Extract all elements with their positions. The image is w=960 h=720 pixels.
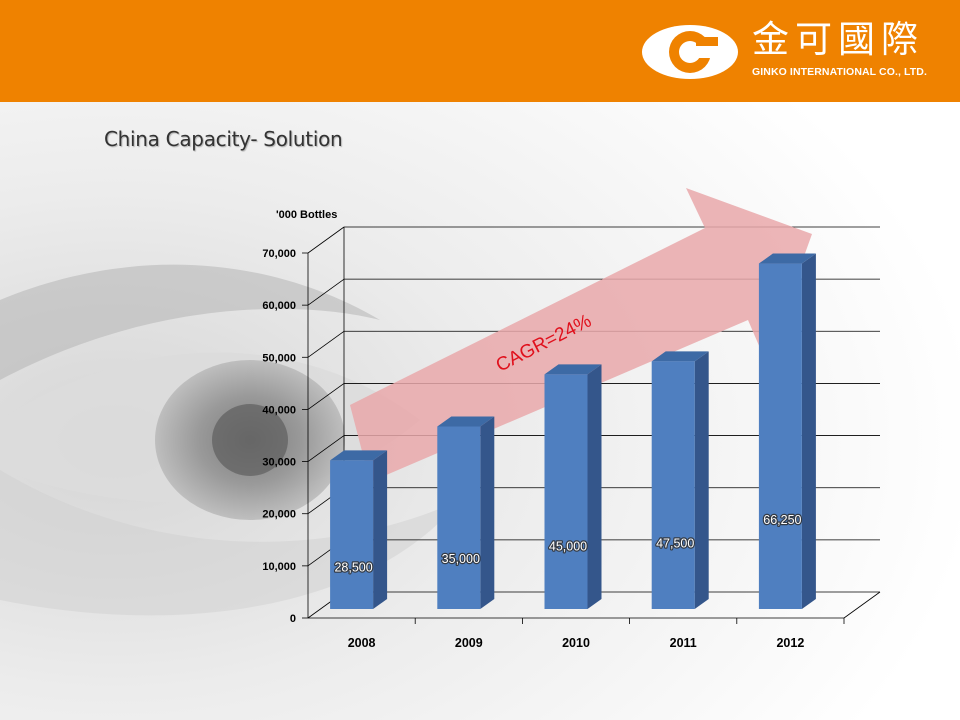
header-bar	[0, 0, 960, 102]
gridline-diagonal	[307, 278, 345, 306]
page-title: China Capacity- Solution	[104, 127, 343, 151]
y-tick-label: 50,000	[262, 352, 296, 364]
x-tick-label: 2009	[455, 636, 483, 650]
x-tick-label: 2008	[348, 636, 376, 650]
bar-side	[373, 450, 388, 609]
y-axis-unit-label: '000 Bottles	[276, 209, 337, 221]
y-tick-label: 70,000	[262, 248, 296, 260]
y-tick-label: 60,000	[262, 300, 296, 312]
bar	[437, 426, 481, 609]
bar-side	[480, 416, 495, 609]
y-tick-label: 0	[290, 613, 296, 625]
bar	[544, 374, 588, 609]
bar-data-label: 45,000	[549, 540, 587, 554]
bar-top	[544, 364, 602, 375]
bar-data-label: 66,250	[763, 513, 801, 527]
bar-data-label: 35,000	[442, 552, 480, 566]
bar	[758, 263, 802, 609]
cagr-arrow-shape	[350, 188, 812, 482]
company-name-english: GINKO INTERNATIONAL CO., LTD.	[752, 66, 927, 78]
x-tick-label: 2010	[562, 636, 590, 650]
bar	[330, 460, 374, 609]
y-tick-label: 20,000	[262, 509, 296, 521]
gridline-diagonal	[307, 435, 345, 462]
gridline-diagonal	[307, 383, 345, 410]
y-tick-label: 30,000	[262, 457, 296, 469]
x-tick-label: 2012	[776, 636, 804, 650]
gridline-diagonal	[307, 226, 345, 254]
x-tick-label: 2011	[670, 636, 697, 650]
gridline-diagonal	[307, 330, 345, 358]
bar-top	[758, 253, 816, 264]
bar-data-label: 47,500	[656, 537, 694, 551]
bar	[651, 361, 695, 609]
bar-side	[694, 351, 709, 609]
bar-top	[651, 351, 709, 362]
bar-side	[801, 253, 816, 609]
bar-top	[437, 416, 495, 427]
y-tick-label: 10,000	[262, 561, 296, 573]
bar-side	[587, 364, 602, 609]
bar-data-label: 28,500	[334, 560, 372, 574]
company-logo-icon	[642, 25, 738, 79]
y-tick-label: 40,000	[262, 404, 296, 416]
floor-edge	[843, 591, 881, 619]
company-name-chinese: 金可國際	[752, 18, 924, 61]
bar-top	[330, 450, 388, 461]
